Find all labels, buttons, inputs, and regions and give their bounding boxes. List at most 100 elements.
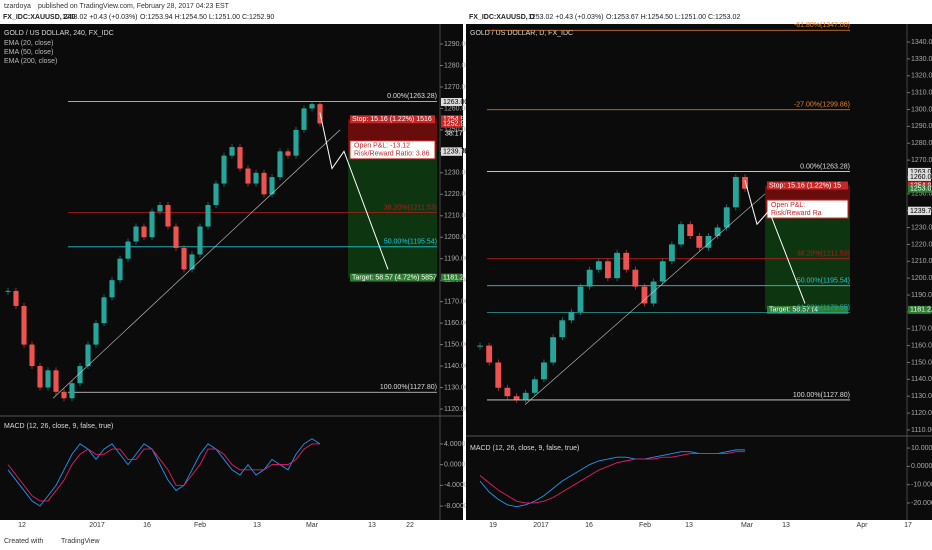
- target-zone: [765, 211, 850, 310]
- price-tag: 1260.00: [910, 174, 932, 181]
- price-tag: 1254.94: [443, 116, 468, 123]
- price-tag-bg: [908, 184, 931, 193]
- y-tick-label: 1210.00: [444, 213, 469, 220]
- y-tick-label: 1320.00: [911, 73, 932, 80]
- y-tick-label: 1300.00: [911, 106, 932, 113]
- target-label-bg: [767, 305, 848, 314]
- price-tag-bg: [441, 273, 462, 282]
- macd-tick-label: -8.0000: [444, 503, 468, 510]
- candle: [229, 147, 235, 156]
- y-tick-label: 1290.00: [444, 41, 469, 48]
- y-tick-label: 1130.00: [911, 393, 932, 400]
- fib-label: 38.20%(1211.53): [797, 251, 850, 258]
- price-tag-bg: [441, 147, 462, 156]
- price-tag-bg: [908, 207, 931, 216]
- y-tick-label: 1280.00: [911, 140, 932, 147]
- macd-title: MACD (12, 26, close, 9, false, true): [470, 445, 579, 452]
- x-tick-label: 19: [489, 522, 497, 529]
- stop-label: Stop: 15.16 (1.22%) 1516: [352, 116, 432, 123]
- indicator-label: EMA (50, close): [4, 49, 53, 56]
- y-tick-label: 1260.00: [444, 105, 469, 112]
- candle: [623, 252, 630, 270]
- macd-signal-line: [479, 451, 745, 504]
- y-tick-label: 1150.00: [911, 359, 932, 366]
- candle: [714, 227, 721, 236]
- y-tick-label: 1220.00: [911, 241, 932, 248]
- y-tick-label: 1120.00: [444, 406, 469, 413]
- price-tag: 1239.78: [443, 149, 468, 156]
- price-tag-bg: [441, 119, 462, 128]
- candle: [696, 235, 703, 248]
- rr-label: Risk/Reward Ra: [771, 210, 822, 217]
- target-label-bg: [350, 273, 435, 282]
- target-label: Target: 58.57 (4: [769, 307, 818, 314]
- macd-macd-line: [7, 438, 321, 507]
- macd-tick-label: 0.0000: [911, 463, 932, 470]
- candle: [586, 269, 593, 287]
- x-tick-label: Feb: [194, 522, 206, 529]
- macd-tick-label: -4.0000: [444, 482, 468, 489]
- y-tick-label: 1170.00: [911, 326, 932, 333]
- trend-line: [524, 193, 766, 405]
- pnl-label: Open P&L:: [771, 202, 805, 209]
- y-tick-label: 1190.00: [444, 256, 469, 263]
- candle: [495, 362, 502, 388]
- target-zone: [348, 151, 437, 278]
- author: tzardoya: [4, 3, 31, 10]
- price-tag-bg: [441, 115, 462, 124]
- y-tick-label: 1290.00: [911, 123, 932, 130]
- candle: [149, 211, 155, 238]
- x-tick-label: Mar: [306, 522, 319, 529]
- candle: [53, 370, 59, 392]
- candle: [37, 366, 43, 388]
- y-tick-label: 1200.00: [911, 275, 932, 282]
- price-tag: 1252.90: [443, 121, 468, 128]
- candle: [477, 345, 483, 347]
- y-tick-label: 1270.00: [911, 157, 932, 164]
- y-tick-label: 1270.00: [444, 84, 469, 91]
- fib-label: 0.00%(1263.28): [800, 163, 850, 170]
- candle: [269, 177, 275, 195]
- price-tag: 1181.21: [443, 274, 468, 281]
- candle: [732, 176, 739, 208]
- y-tick-label: 1230.00: [444, 170, 469, 177]
- x-tick-label: 13: [253, 522, 261, 529]
- fib-label: -27.00%(1299.86): [794, 102, 850, 109]
- candle: [117, 258, 123, 281]
- fib-label: 100.00%(1127.80): [793, 392, 850, 399]
- candle: [293, 129, 299, 156]
- candle: [678, 224, 684, 245]
- y-tick-label: 1230.00: [911, 224, 932, 231]
- projection-arrow: [319, 112, 389, 270]
- x-tick-label: 12: [18, 522, 26, 529]
- symbol: FX_IDC:XAUUSD, D: [469, 14, 535, 21]
- pnl-bg: [766, 199, 849, 219]
- stop-label-bg: [350, 115, 435, 124]
- price-tag: 1263.00: [443, 99, 468, 106]
- candle: [541, 362, 547, 380]
- candle: [85, 344, 91, 367]
- candle: [742, 176, 748, 189]
- y-tick-label: 1160.00: [444, 320, 469, 327]
- candle: [173, 226, 179, 248]
- candle: [93, 323, 99, 345]
- candle: [13, 290, 19, 306]
- indicator-label: EMA (20, close): [4, 40, 53, 47]
- price-tag-bg: [908, 167, 931, 176]
- macd-tick-label: 4.0000: [444, 441, 466, 448]
- ohlc: O:1253.67 H:1254.50 L:1251.00 C:1253.02: [606, 14, 740, 21]
- pnl-label: Open P&L: -13.12: [354, 143, 410, 150]
- rr-label: Risk/Reward Ratio: 3.86: [354, 151, 430, 158]
- candle: [614, 252, 620, 279]
- candle: [641, 286, 648, 304]
- candle: [486, 345, 493, 363]
- y-tick-label: 1330.00: [911, 56, 932, 63]
- y-tick-label: 1220.00: [444, 191, 469, 198]
- candle: [69, 383, 75, 399]
- price-tag-bg: [908, 305, 931, 314]
- y-tick-label: 1210.00: [911, 258, 932, 265]
- fib-label: 100.00%(1127.80): [380, 384, 437, 391]
- price-tag: 1239.78: [910, 208, 932, 215]
